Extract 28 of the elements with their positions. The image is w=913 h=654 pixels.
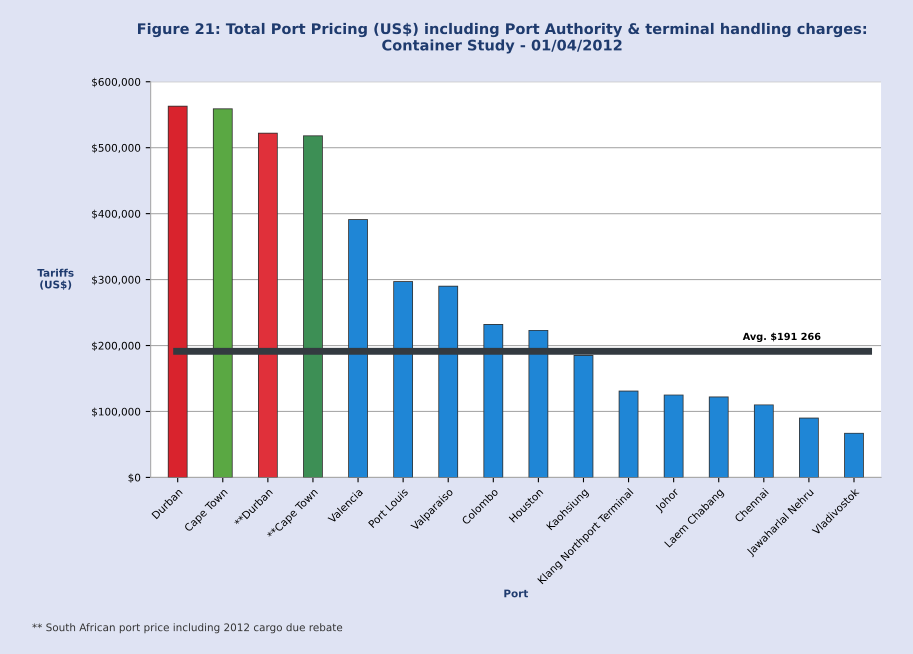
bar (799, 418, 819, 478)
bar (393, 281, 414, 478)
text: ** South African port price including 2012 cargo due rebate (32, 623, 342, 634)
bar (303, 135, 323, 478)
bar (258, 132, 278, 478)
bar (574, 355, 594, 478)
ref-line-label: Avg. $191 266 (742, 332, 820, 342)
y-tick-label: $100,000 (92, 408, 140, 417)
x-axis-title: Port (504, 590, 528, 598)
bar (212, 108, 233, 478)
y-tick-label: $400,000 (92, 210, 140, 220)
bar (618, 390, 638, 478)
bar (528, 330, 548, 478)
chart-title: Figure 21: Total Port Pricing (US$) including Port Authority & terminal handling charges: Container Study - 01/04/2012 (138, 22, 866, 54)
bar (483, 324, 504, 478)
bar (754, 404, 774, 478)
y-tick-label: $200,000 (92, 342, 140, 352)
bar (664, 394, 684, 478)
bar (438, 286, 458, 478)
y-tick-label: $500,000 (92, 144, 140, 154)
y-tick-label: $0 (128, 473, 140, 483)
y-tick-label: $300,000 (92, 276, 140, 286)
bar (844, 432, 864, 478)
y-tick-label: $600,000 (92, 78, 140, 88)
bar (168, 106, 188, 478)
bar (348, 219, 368, 478)
bar (708, 396, 729, 478)
y-axis-title: Tariffs (US$) (37, 268, 74, 290)
